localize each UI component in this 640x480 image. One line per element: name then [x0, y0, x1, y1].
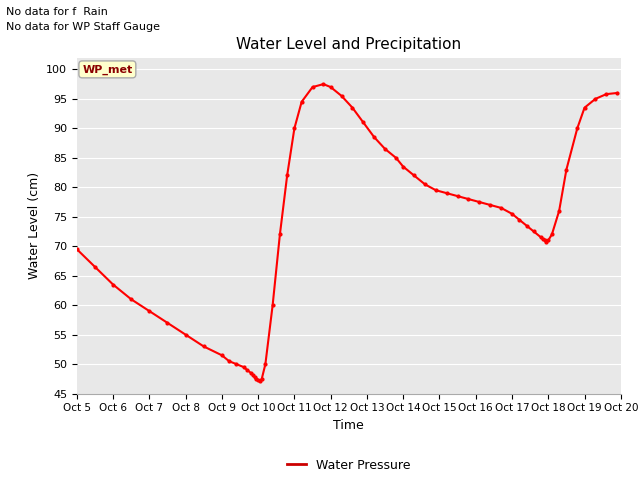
- Legend: Water Pressure: Water Pressure: [282, 454, 415, 477]
- Title: Water Level and Precipitation: Water Level and Precipitation: [236, 37, 461, 52]
- Text: No data for WP Staff Gauge: No data for WP Staff Gauge: [6, 22, 161, 32]
- Text: No data for f  Rain: No data for f Rain: [6, 7, 108, 17]
- Text: WP_met: WP_met: [83, 64, 132, 74]
- Y-axis label: Water Level (cm): Water Level (cm): [28, 172, 40, 279]
- X-axis label: Time: Time: [333, 419, 364, 432]
